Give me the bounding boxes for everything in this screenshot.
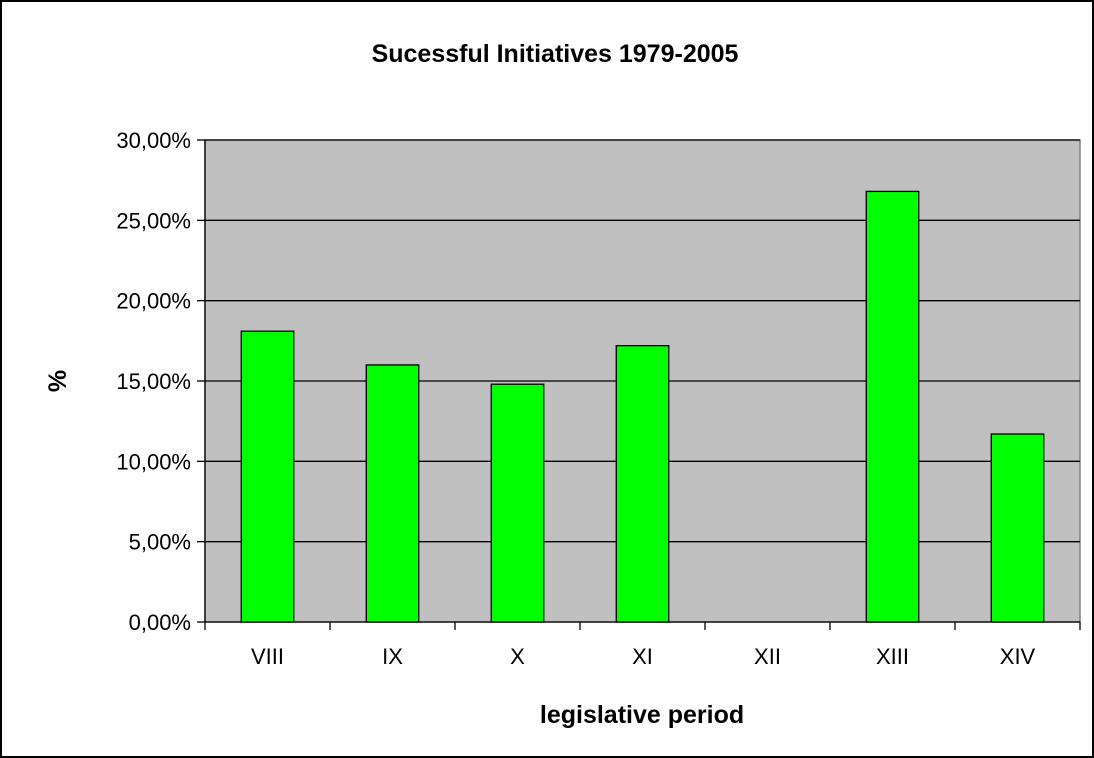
y-tick-label: 15,00% <box>116 369 191 394</box>
bar-xiii <box>865 190 920 623</box>
y-tick-label: 0,00% <box>129 610 191 635</box>
y-axis: 0,00% 5,00% 10,00% 15,00% 20,00% 25,00% 30,00% <box>116 128 206 635</box>
bar-xi <box>615 345 670 623</box>
y-tick-label: 25,00% <box>116 208 191 233</box>
x-axis-title: legislative period <box>540 701 744 729</box>
x-tick-label: XIV <box>1000 644 1036 669</box>
y-tick-label: 20,00% <box>116 289 191 314</box>
y-tick-label: 5,00% <box>129 530 191 555</box>
bar-ix <box>365 364 420 623</box>
bar-viii <box>240 330 295 623</box>
x-axis: VIII IX X XI XII XIII XIV <box>204 621 1081 669</box>
x-tick-label: X <box>510 644 525 669</box>
y-tick-label: 30,00% <box>116 128 191 153</box>
x-tick-label: VIII <box>251 644 284 669</box>
x-tick-label: XIII <box>876 644 909 669</box>
bars <box>240 190 1045 623</box>
bar-x <box>490 383 545 623</box>
bar-xiv <box>990 433 1045 623</box>
chart-title: Sucessful Initiatives 1979-2005 <box>372 40 739 68</box>
x-tick-label: IX <box>382 644 403 669</box>
y-axis-title: % <box>44 370 72 392</box>
x-tick-label: XII <box>754 644 781 669</box>
y-tick-label: 10,00% <box>116 449 191 474</box>
x-tick-label: XI <box>632 644 653 669</box>
